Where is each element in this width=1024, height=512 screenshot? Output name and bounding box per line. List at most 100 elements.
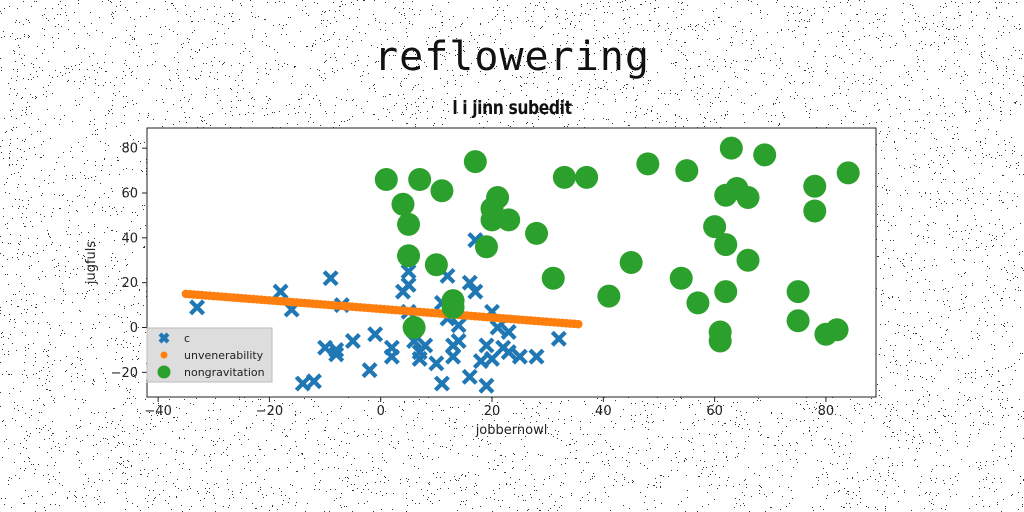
x-marker-point: [550, 330, 567, 347]
x-marker-point: [528, 348, 545, 365]
x-tick-label: 60: [706, 404, 723, 419]
circle-marker-point: [669, 266, 693, 290]
circle-marker-point: [703, 215, 727, 239]
x-marker-point: [484, 350, 501, 367]
circle-marker-point: [424, 253, 448, 277]
circle-marker-point: [619, 251, 643, 274]
x-marker-point: [328, 346, 345, 363]
y-tick-label: −20: [111, 366, 138, 381]
x-marker-point: [272, 283, 289, 300]
x-marker-point: [461, 274, 478, 291]
y-axis-label: jugfuls: [84, 241, 99, 286]
x-tick-label: 20: [484, 404, 501, 419]
x-marker-point: [489, 319, 506, 336]
circle-marker-point: [374, 168, 398, 192]
circle-marker-point: [736, 185, 760, 209]
circle-marker-point: [714, 233, 738, 257]
x-tick-label: 0: [377, 404, 385, 419]
circle-marker-point: [402, 316, 426, 340]
circle-marker-point: [803, 174, 827, 198]
x-marker-point: [428, 355, 445, 372]
circle-marker-point: [675, 159, 699, 183]
legend-x-marker: [158, 332, 170, 344]
circle-marker-point: [803, 199, 827, 223]
x-tick-label: −40: [144, 404, 171, 419]
x-marker-point: [450, 317, 467, 334]
x-marker-point: [305, 373, 322, 390]
x-tick-label: 40: [595, 404, 612, 419]
x-marker-point: [500, 324, 517, 340]
circle-marker-point: [719, 136, 743, 160]
circle-marker-point: [786, 309, 810, 333]
legend-circle-marker: [157, 365, 171, 379]
circle-marker-point: [525, 221, 549, 245]
x-marker-point: [445, 348, 462, 365]
y-tick-label: 80: [121, 142, 138, 157]
circle-marker-point: [825, 318, 849, 342]
circle-marker-point: [836, 161, 860, 185]
legend: c unvenerability nongravitation: [146, 327, 273, 383]
circle-marker-point: [714, 280, 738, 304]
circle-marker-point: [430, 179, 454, 203]
legend-label: c: [184, 332, 190, 345]
x-marker-point: [400, 263, 417, 280]
circle-marker-point: [397, 244, 421, 268]
circle-marker-point: [497, 208, 521, 232]
circle-marker-point: [486, 185, 510, 209]
y-axis: −20 0 20 40 60 80: [111, 142, 147, 381]
x-tick-label: 80: [818, 404, 835, 419]
x-marker-point: [433, 375, 450, 392]
circle-marker-point: [597, 284, 621, 308]
circle-marker-point: [474, 235, 498, 259]
x-axis: −40 −20 0 20 40 60 80: [144, 397, 834, 419]
circle-marker-point: [636, 152, 660, 176]
circle-marker-point: [463, 150, 487, 174]
y-tick-label: 40: [121, 231, 138, 246]
x-marker-point: [322, 270, 339, 287]
x-marker-point: [472, 353, 489, 370]
series-nongravitation: [374, 136, 860, 353]
x-marker-point: [478, 377, 495, 394]
x-marker-point: [467, 283, 484, 300]
legend-small-circle-marker: [160, 351, 168, 359]
x-marker-point: [400, 276, 417, 293]
circle-marker-point: [541, 266, 565, 290]
x-axis-label: jobbernowl: [475, 423, 548, 438]
figure-title: reflowering: [374, 34, 650, 80]
legend-label: nongravitation: [184, 366, 265, 379]
x-marker-point: [411, 350, 428, 367]
circle-marker-point: [708, 329, 732, 353]
circle-marker-point: [441, 295, 465, 319]
circle-marker-point: [575, 165, 599, 189]
circle-marker-point: [397, 212, 421, 236]
legend-label: unvenerability: [184, 349, 264, 362]
circle-marker-point: [786, 280, 810, 304]
x-marker-point: [317, 339, 334, 356]
circle-marker-point: [391, 192, 415, 216]
x-marker-point: [383, 348, 400, 365]
plot-border: [146, 127, 877, 398]
line-point: [573, 319, 583, 329]
circle-marker-point: [686, 291, 710, 315]
x-marker-point: [461, 368, 478, 385]
x-marker-point: [361, 362, 378, 379]
x-marker-point: [511, 348, 528, 365]
x-marker-point: [344, 332, 361, 349]
x-marker-point: [328, 341, 345, 358]
x-marker-point: [294, 375, 311, 392]
circle-marker-point: [753, 143, 777, 167]
chart-subtitle: l i jinn subedit: [452, 97, 572, 119]
x-marker-point: [500, 344, 517, 361]
x-tick-label: −20: [256, 404, 283, 419]
series-unvenerability: [181, 289, 583, 329]
chart-marks: [181, 136, 860, 394]
x-marker-point: [189, 299, 206, 316]
x-marker-point: [417, 337, 434, 354]
y-tick-label: 60: [121, 187, 138, 202]
circle-marker-point: [736, 248, 760, 272]
x-marker-point: [450, 332, 467, 349]
y-tick-label: 0: [130, 321, 138, 336]
y-tick-label: 20: [121, 276, 138, 291]
circle-marker-point: [408, 168, 432, 192]
